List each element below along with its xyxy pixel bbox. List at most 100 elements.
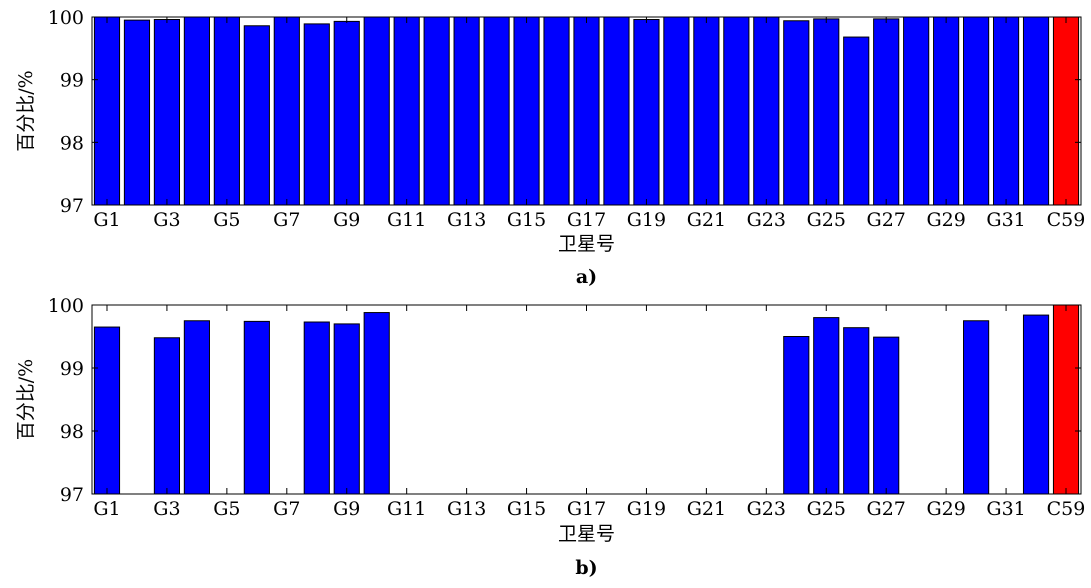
y-tick-label: 98 <box>60 132 84 154</box>
bar-g3 <box>153 19 181 206</box>
x-tick-label-g19: G19 <box>627 498 666 520</box>
bar-g10 <box>363 312 390 495</box>
y-tick-label: 99 <box>60 358 84 380</box>
y-tick-label: 97 <box>60 484 84 506</box>
bar-g27 <box>873 336 900 495</box>
bar-g27 <box>873 18 900 206</box>
x-tick-label-g3: G3 <box>153 498 180 520</box>
x-tick-label-g17: G17 <box>567 209 606 231</box>
bar-g23 <box>753 16 780 206</box>
bar-g30 <box>963 16 990 206</box>
bar-g4 <box>183 320 210 495</box>
bar-g30 <box>963 320 990 495</box>
bar-g26 <box>843 36 870 206</box>
chart-panel-b: 97 98 99 100 G1 G3 G5 G7 G9 G11 G13 G15 G17 G19 G21 G2… <box>15 295 1085 579</box>
y-tick-label: 98 <box>60 421 84 443</box>
x-tick-label-g15: G15 <box>507 498 546 520</box>
x-tick-label-g13: G13 <box>447 498 486 520</box>
bar-g11 <box>393 16 420 206</box>
chart-panel-a: 97 98 99 100 G1 G3 G5 G7 G9 G11 G13 G15 G17 G19 G21 G2… <box>15 7 1085 288</box>
bar-g5 <box>213 16 240 206</box>
x-tick-label-g11: G11 <box>387 498 426 520</box>
bar-g25 <box>813 18 840 206</box>
bar-g17 <box>573 16 600 206</box>
y-axis-b: 97 98 99 100 <box>48 295 1081 506</box>
bar-g8 <box>303 321 330 495</box>
x-tick-label-g23: G23 <box>747 209 786 231</box>
bar-g4 <box>183 16 210 206</box>
x-tick-label-g29: G29 <box>926 209 965 231</box>
bar-g32 <box>1022 314 1050 495</box>
bar-g29 <box>933 16 960 206</box>
bar-g24 <box>783 336 810 495</box>
bar-g13 <box>453 16 480 206</box>
bar-g10 <box>363 16 390 206</box>
x-tick-label-c59: C59 <box>1047 209 1086 231</box>
bar-g16 <box>543 16 570 206</box>
bar-g15 <box>513 16 540 206</box>
bar-c59 <box>1052 304 1080 495</box>
bar-g26 <box>843 327 870 495</box>
bar-g18 <box>603 16 630 206</box>
x-tick-label-g15: G15 <box>507 209 546 231</box>
x-tick-label-g13: G13 <box>447 209 486 231</box>
x-tick-label-c59: C59 <box>1047 498 1086 520</box>
plot-frame-b <box>91 304 1082 495</box>
x-tick-label-g11: G11 <box>387 209 426 231</box>
bars-b <box>93 304 1080 495</box>
x-axis-b: G1 G3 G5 G7 G9 G11 G13 G15 G17 G19 G21 G23 G25 G27 G29… <box>93 305 1085 520</box>
x-tick-label-g27: G27 <box>867 209 906 231</box>
bar-g12 <box>423 16 450 206</box>
x-tick-label-g25: G25 <box>807 498 846 520</box>
bar-g9 <box>333 323 360 495</box>
x-tick-label-g21: G21 <box>687 209 726 231</box>
bar-g6 <box>243 25 270 206</box>
x-tick-label-g19: G19 <box>627 209 666 231</box>
y-tick-label: 100 <box>48 7 84 29</box>
x-tick-label-g9: G9 <box>333 209 360 231</box>
x-tick-label-g21: G21 <box>687 498 726 520</box>
bar-g24 <box>783 20 810 206</box>
y-axis-a: 97 98 99 100 <box>48 7 1081 217</box>
bar-g22 <box>723 16 750 206</box>
bar-g32 <box>1022 16 1050 206</box>
panel-label-a: a) <box>576 266 597 288</box>
y-tick-label: 99 <box>60 70 84 92</box>
x-axis-title-a: 卫星号 <box>558 233 615 255</box>
bar-g25 <box>813 317 840 495</box>
x-tick-label-g31: G31 <box>986 498 1025 520</box>
bars-a <box>93 16 1080 206</box>
y-axis-title-b: 百分比/% <box>15 359 37 440</box>
bar-g31 <box>992 16 1020 206</box>
bar-g7 <box>273 16 300 206</box>
bar-g2 <box>123 19 151 206</box>
x-tick-label-g27: G27 <box>867 498 906 520</box>
x-tick-label-g5: G5 <box>213 498 240 520</box>
bar-g20 <box>663 16 690 206</box>
bar-g28 <box>903 16 930 206</box>
y-tick-label: 97 <box>60 195 84 217</box>
bar-g8 <box>303 23 330 206</box>
bar-g3 <box>153 337 181 495</box>
x-tick-label-g9: G9 <box>333 498 360 520</box>
bar-g14 <box>483 16 510 206</box>
x-tick-label-g7: G7 <box>273 498 300 520</box>
bar-c59 <box>1052 16 1080 206</box>
x-tick-label-g1: G1 <box>93 498 120 520</box>
x-tick-label-g7: G7 <box>273 209 300 231</box>
x-tick-label-g1: G1 <box>93 209 120 231</box>
x-tick-label-g23: G23 <box>747 498 786 520</box>
x-tick-label-g3: G3 <box>153 209 180 231</box>
y-tick-label: 100 <box>48 295 84 317</box>
y-axis-title-a: 百分比/% <box>15 70 37 151</box>
x-tick-label-g17: G17 <box>567 498 606 520</box>
bar-g21 <box>693 16 720 206</box>
bar-g1 <box>93 326 121 495</box>
panel-label-b: b) <box>575 557 597 579</box>
x-tick-label-g25: G25 <box>807 209 846 231</box>
x-tick-label-g31: G31 <box>986 209 1025 231</box>
x-tick-label-g29: G29 <box>926 498 965 520</box>
bar-g19 <box>633 19 660 206</box>
bar-g9 <box>333 20 360 206</box>
